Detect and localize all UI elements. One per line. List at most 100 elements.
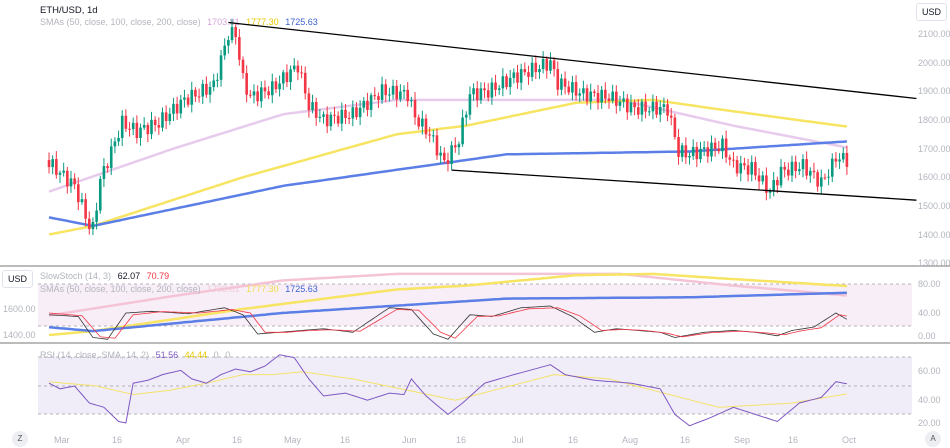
- sma50-line: [48, 98, 848, 193]
- overlay-sma200: 1725.63: [285, 284, 318, 294]
- candle-body: [647, 111, 651, 113]
- rsi-sma-line: [48, 371, 847, 408]
- candle-body: [413, 100, 417, 118]
- candle-body: [600, 89, 603, 103]
- candle-body: [776, 180, 779, 186]
- stoch-axis-tick: 80.00: [918, 279, 941, 289]
- candle-body: [464, 114, 468, 118]
- time-axis-tick: 16: [680, 435, 691, 445]
- candle-body: [443, 152, 446, 161]
- candle-body: [322, 114, 325, 117]
- candle-body: [823, 177, 827, 179]
- candle-body: [292, 65, 296, 70]
- candle-body: [593, 91, 596, 93]
- candle-body: [256, 91, 259, 102]
- candle-body: [124, 115, 128, 129]
- timezone-button[interactable]: Z: [12, 431, 28, 447]
- candle-body: [245, 73, 248, 95]
- candle-body: [227, 40, 230, 46]
- candle-body: [790, 161, 794, 176]
- currency-button[interactable]: USD: [916, 3, 948, 21]
- sma100-line: [48, 98, 848, 236]
- candle-body: [779, 166, 783, 186]
- candle-body: [117, 137, 120, 142]
- candle-body: [838, 159, 841, 162]
- candle-body: [688, 156, 691, 158]
- candle-body: [750, 162, 754, 175]
- candle-body: [369, 95, 373, 110]
- left-axis-tick: 1400.00: [3, 330, 36, 340]
- candle-body: [501, 76, 505, 89]
- candle-body: [563, 78, 567, 87]
- candle-body: [677, 137, 680, 157]
- candle-body: [834, 158, 838, 162]
- candle-body: [706, 147, 710, 157]
- candle-body: [655, 101, 658, 115]
- candle-body: [249, 94, 252, 96]
- overlay-sma50-line: [48, 272, 848, 317]
- auto-scale-button[interactable]: A: [925, 431, 941, 447]
- stoch-currency-button[interactable]: USD: [2, 270, 34, 288]
- candle-body: [351, 107, 355, 119]
- candle-body: [702, 147, 706, 149]
- candle-body: [417, 117, 420, 127]
- candle-body: [717, 148, 721, 152]
- candle-body: [58, 172, 62, 175]
- candle-body: [805, 159, 808, 176]
- candle-body: [538, 69, 541, 73]
- candle-body: [604, 89, 607, 99]
- candle-body: [109, 146, 113, 169]
- candle-body: [84, 199, 87, 219]
- stoch-k-value: 62.07: [117, 271, 141, 281]
- candle-body: [699, 148, 702, 160]
- candle-body: [303, 72, 307, 94]
- price-axis-tick: 1300.00: [918, 258, 950, 269]
- candle-body: [816, 172, 819, 187]
- candle-body: [545, 59, 549, 71]
- candle-body: [508, 77, 512, 88]
- candle-body: [285, 72, 289, 83]
- time-axis-tick: Aug: [622, 435, 639, 445]
- candle-body: [336, 115, 340, 124]
- trendline: [228, 21, 917, 100]
- candle-body: [567, 86, 571, 93]
- stoch-d-line: [48, 307, 847, 339]
- candle-body: [519, 69, 523, 83]
- candle-body: [205, 83, 208, 95]
- candle-body: [472, 88, 475, 95]
- candle-body: [333, 114, 336, 116]
- candle-body: [746, 165, 750, 175]
- candle-body: [358, 107, 362, 118]
- candle-body: [296, 65, 300, 73]
- candle-body: [62, 170, 65, 173]
- candle-body: [497, 88, 501, 90]
- time-axis-tick: May: [284, 435, 302, 445]
- candle-body: [830, 158, 834, 177]
- overlay-sma100-line: [48, 272, 847, 337]
- rsi-axis-tick: 60.00: [918, 366, 941, 376]
- candle-body: [505, 76, 508, 88]
- candle-body: [549, 60, 552, 71]
- candle-body: [212, 80, 216, 87]
- candle-body: [223, 45, 226, 56]
- candle-body: [391, 85, 395, 95]
- rsi-axis-tick: 40.00: [918, 395, 941, 405]
- rsi-label: RSI (14, close, SMA, 14, 2): [40, 350, 150, 360]
- candle-body: [183, 97, 186, 100]
- candle-body: [241, 59, 245, 74]
- candle-body: [102, 166, 106, 179]
- candle-body: [582, 88, 585, 94]
- candle-body: [695, 147, 699, 160]
- candle-body: [626, 98, 629, 113]
- candle-body: [270, 81, 274, 96]
- candle-body: [395, 85, 399, 100]
- candle-body: [585, 88, 589, 102]
- overlay-sma50: 1703.81: [207, 284, 240, 294]
- candle-body: [819, 177, 823, 187]
- candle-body: [640, 101, 644, 115]
- candle-body: [377, 96, 380, 101]
- rsi-value: 51.56: [155, 350, 179, 360]
- candle-body: [311, 102, 314, 111]
- candle-body: [644, 101, 647, 112]
